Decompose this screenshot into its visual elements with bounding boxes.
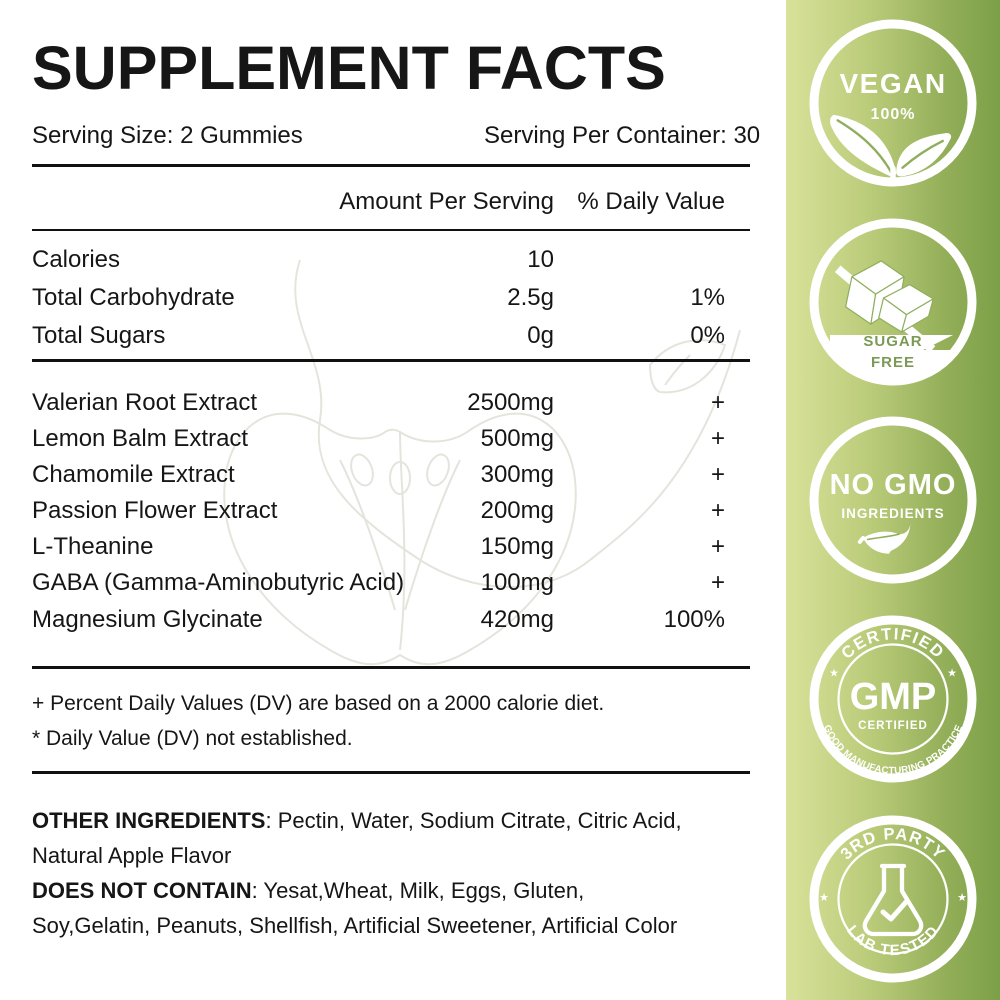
svg-text:VEGAN: VEGAN xyxy=(839,68,946,99)
svg-text:NO GMO: NO GMO xyxy=(830,469,957,501)
svg-text:GMP: GMP xyxy=(850,676,937,718)
svg-text:LAB TESTED: LAB TESTED xyxy=(843,922,942,959)
svg-text:CERTIFIED: CERTIFIED xyxy=(858,720,928,732)
svg-text:100%: 100% xyxy=(871,106,916,123)
svg-text:FREE: FREE xyxy=(871,354,915,371)
svg-text:★: ★ xyxy=(947,668,957,680)
svg-text:INGREDIENTS: INGREDIENTS xyxy=(841,506,944,521)
svg-text:★: ★ xyxy=(829,668,839,680)
svg-text:★: ★ xyxy=(819,892,829,904)
svg-text:SUGAR: SUGAR xyxy=(863,333,922,350)
svg-text:★: ★ xyxy=(957,892,967,904)
